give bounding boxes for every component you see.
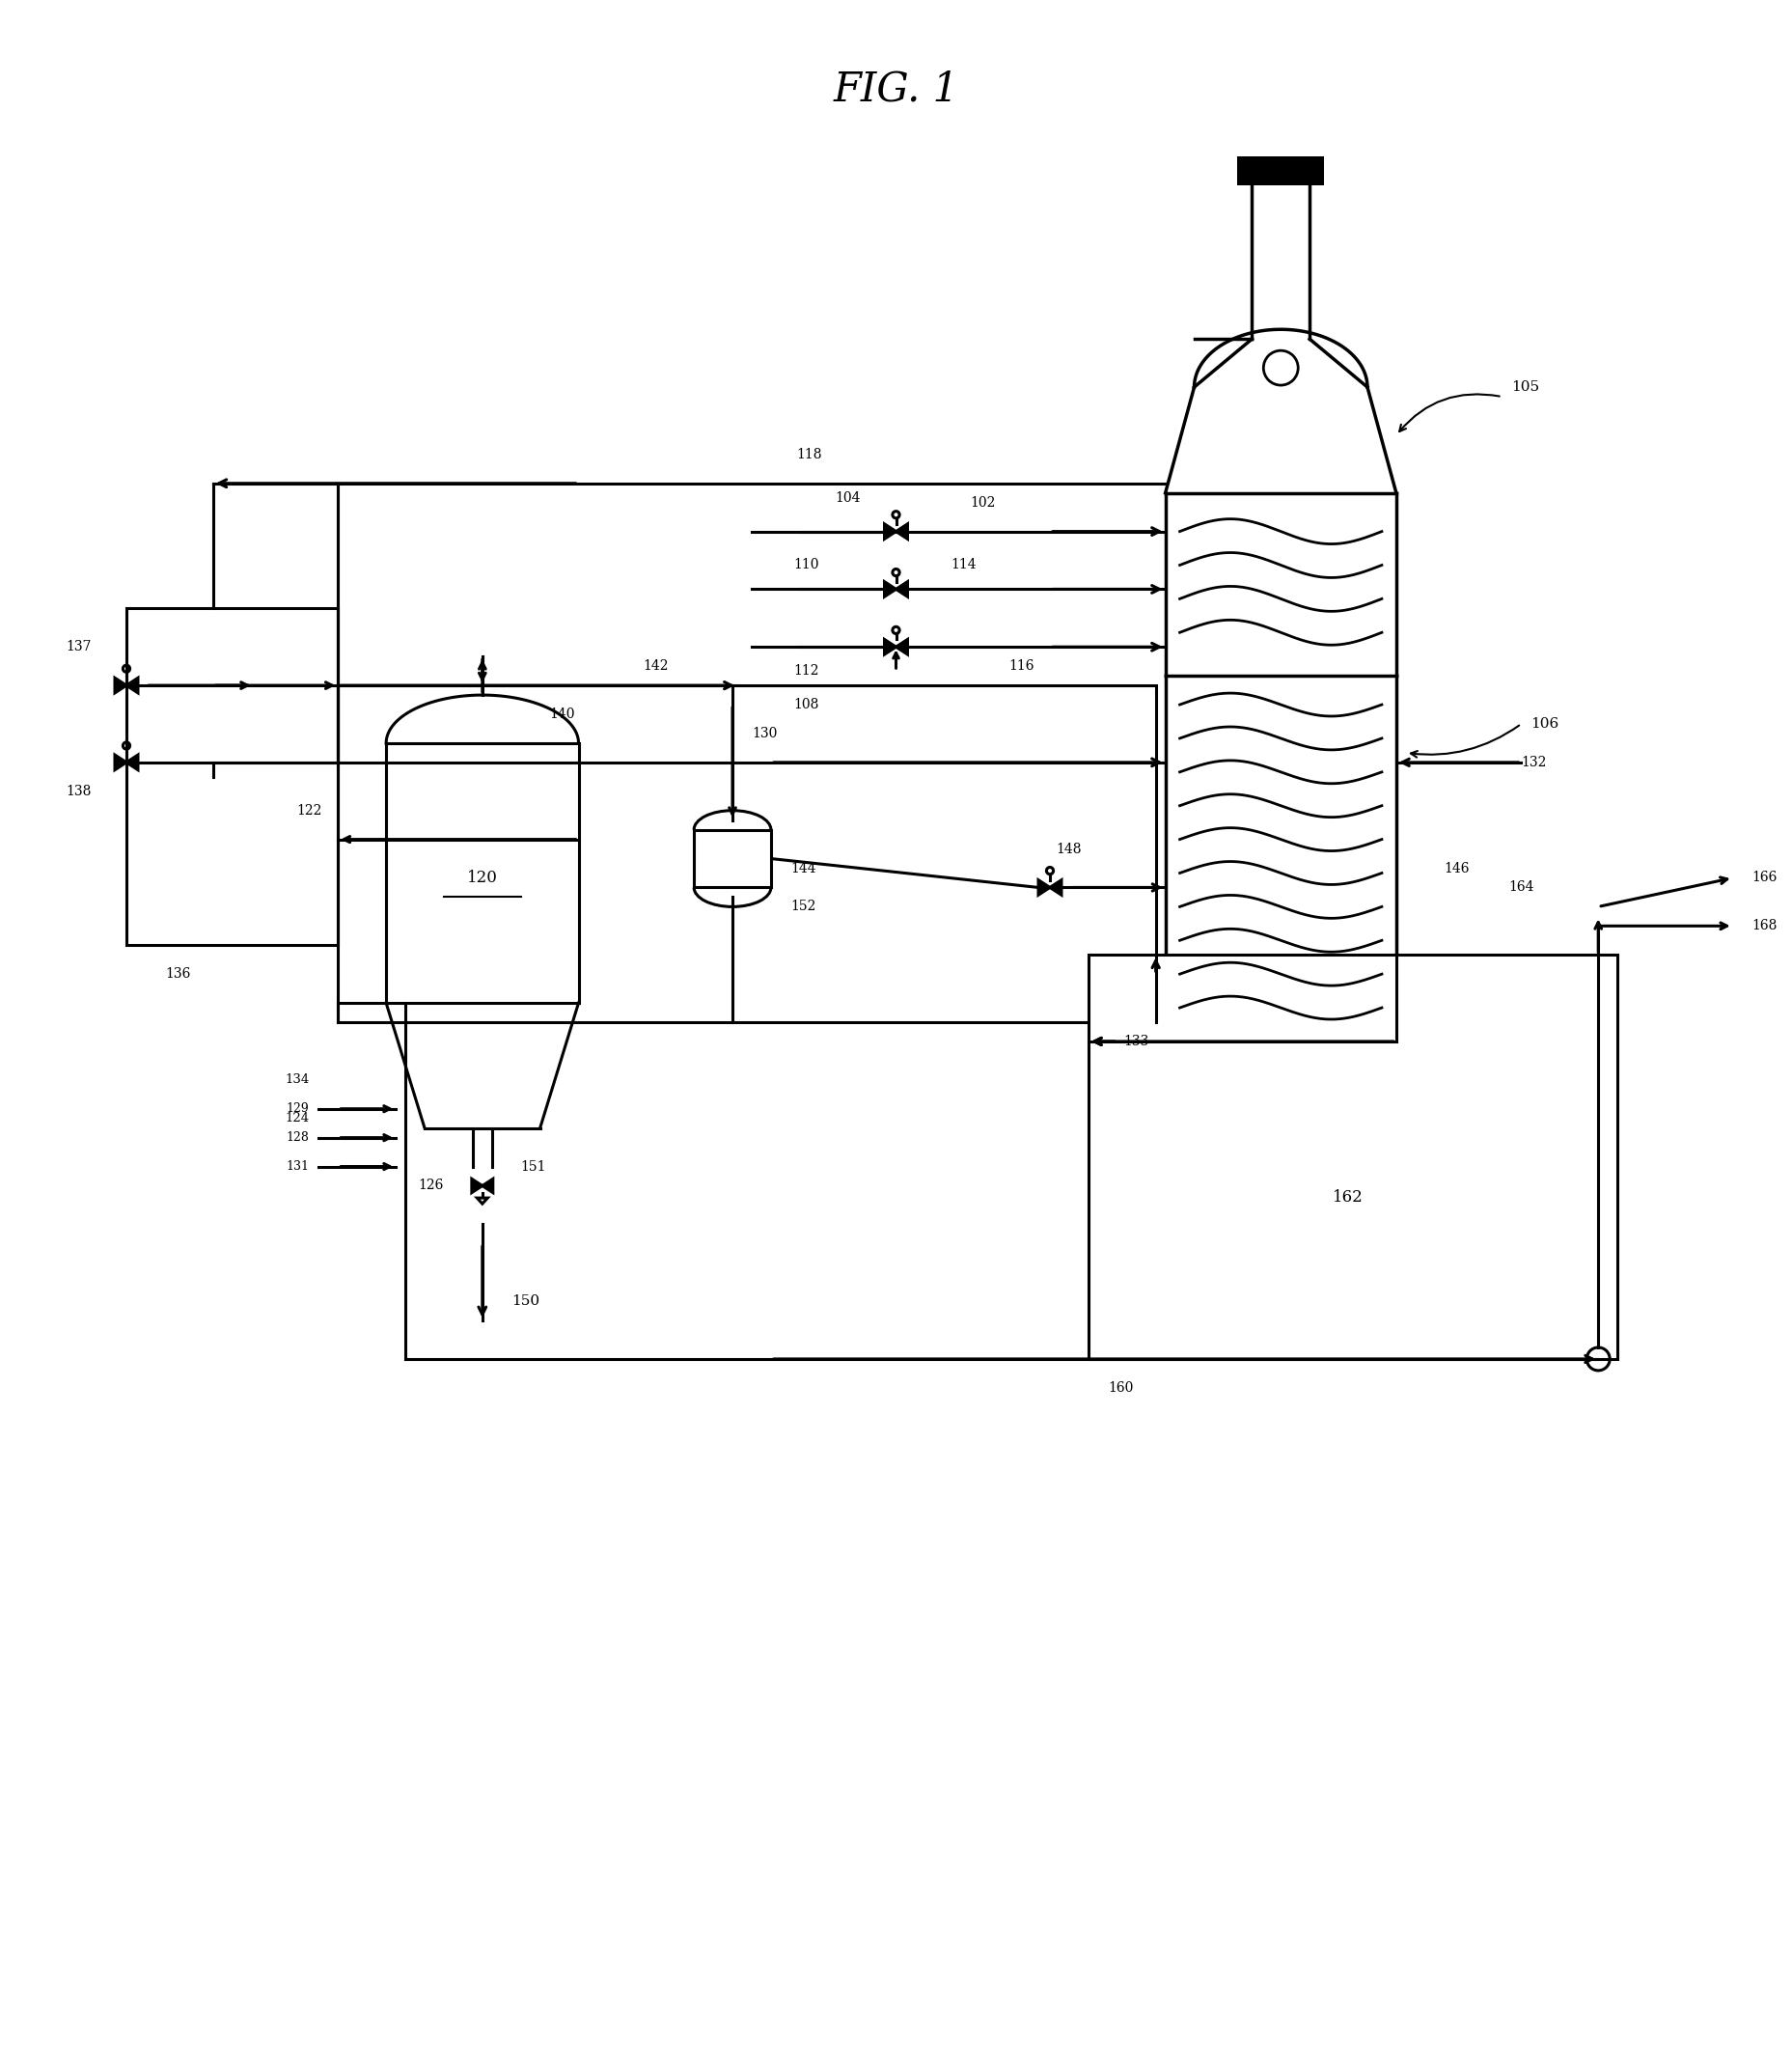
Text: 110: 110 — [794, 559, 819, 571]
Polygon shape — [115, 678, 127, 692]
Text: 104: 104 — [835, 491, 860, 505]
Text: 116: 116 — [1009, 659, 1034, 674]
Text: 136: 136 — [165, 967, 190, 982]
Polygon shape — [477, 1197, 487, 1204]
Polygon shape — [896, 639, 907, 655]
Text: 152: 152 — [790, 900, 815, 914]
Text: 144: 144 — [790, 861, 815, 875]
Polygon shape — [471, 1179, 482, 1193]
Text: 138: 138 — [66, 785, 91, 799]
Polygon shape — [1038, 879, 1050, 896]
Text: 114: 114 — [950, 559, 977, 571]
Text: 162: 162 — [1333, 1189, 1364, 1206]
Text: 168: 168 — [1753, 920, 1778, 933]
Polygon shape — [115, 756, 127, 770]
Text: FIG. 1: FIG. 1 — [833, 68, 959, 109]
Text: 122: 122 — [296, 803, 323, 817]
Polygon shape — [896, 524, 907, 538]
Text: 166: 166 — [1753, 871, 1778, 885]
Text: 126: 126 — [418, 1179, 444, 1193]
Text: 133: 133 — [1124, 1035, 1149, 1048]
Bar — [339, 686, 1156, 1023]
Text: 129: 129 — [287, 1103, 310, 1115]
Text: 160: 160 — [1107, 1380, 1133, 1395]
Text: 106: 106 — [1530, 717, 1559, 731]
Text: 105: 105 — [1512, 380, 1539, 394]
Text: 151: 151 — [521, 1161, 547, 1173]
Polygon shape — [885, 581, 896, 598]
Text: 112: 112 — [794, 663, 819, 678]
Text: 146: 146 — [1444, 861, 1469, 875]
Text: 118: 118 — [797, 448, 823, 462]
Polygon shape — [482, 1179, 493, 1193]
Text: 108: 108 — [794, 698, 819, 711]
Text: 148: 148 — [1055, 842, 1082, 857]
Polygon shape — [1050, 879, 1061, 896]
Polygon shape — [127, 678, 138, 692]
Text: 164: 164 — [1509, 881, 1534, 893]
Text: 132: 132 — [1521, 756, 1546, 768]
Polygon shape — [885, 524, 896, 538]
Text: 131: 131 — [287, 1161, 310, 1173]
Text: 142: 142 — [643, 659, 668, 674]
Polygon shape — [127, 756, 138, 770]
Text: 150: 150 — [511, 1294, 539, 1308]
Text: 140: 140 — [550, 707, 575, 721]
Polygon shape — [885, 639, 896, 655]
Bar — [1088, 955, 1618, 1360]
Text: 128: 128 — [287, 1132, 310, 1144]
Text: 130: 130 — [751, 727, 778, 739]
Text: 134: 134 — [285, 1074, 310, 1087]
Bar — [694, 830, 771, 887]
Text: 102: 102 — [969, 495, 995, 509]
Text: 124: 124 — [285, 1111, 310, 1126]
Polygon shape — [896, 581, 907, 598]
Text: 120: 120 — [468, 869, 498, 885]
Text: 137: 137 — [66, 641, 91, 653]
Bar — [1238, 156, 1324, 185]
Bar — [127, 608, 339, 945]
